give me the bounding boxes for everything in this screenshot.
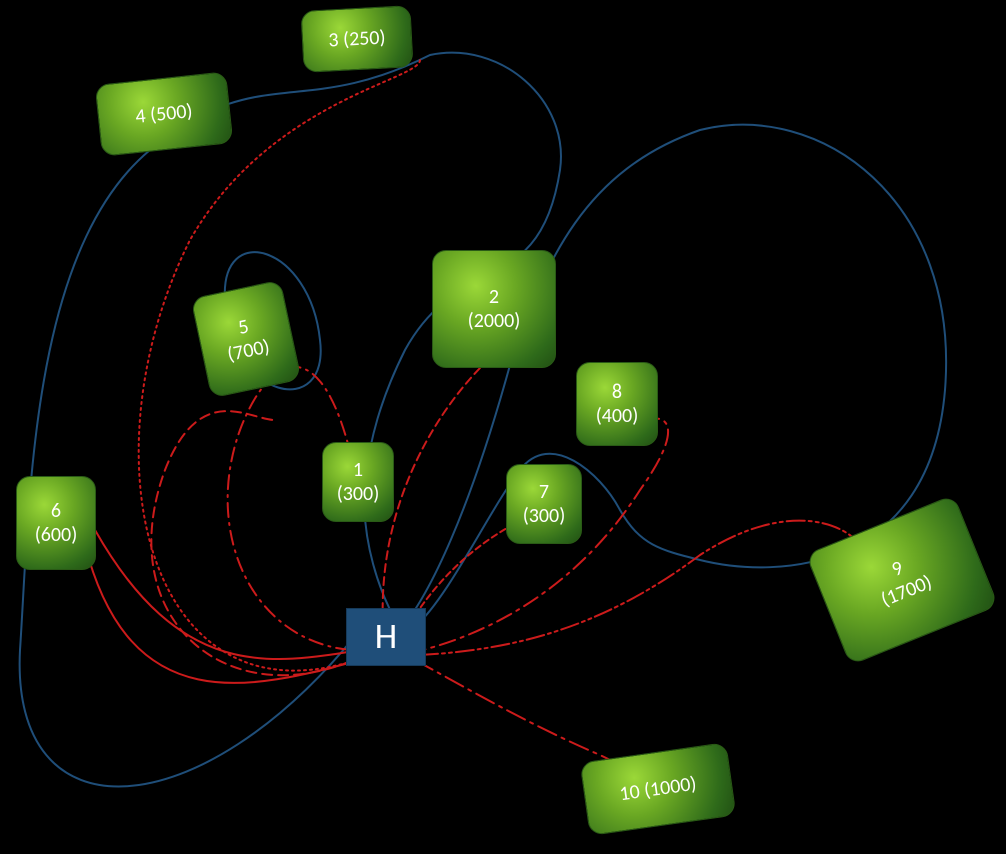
node-n3-label: 3 (250) <box>328 26 386 53</box>
node-n8-label: 8 (400) <box>596 380 639 428</box>
region-outline <box>20 53 561 787</box>
route-line <box>420 521 870 655</box>
node-n5-label: 5 (700) <box>220 311 272 367</box>
node-n1-label: 1 (300) <box>337 458 380 506</box>
node-n7-label: 7 (300) <box>523 480 566 528</box>
node-n4-label: 4 (500) <box>134 99 193 129</box>
node-n3: 3 (250) <box>300 5 413 73</box>
node-n2-label: 2 (2000) <box>468 285 521 333</box>
region-outlines <box>20 53 946 787</box>
node-n5: 5 (700) <box>190 280 301 399</box>
node-n6: 6 (600) <box>16 476 96 570</box>
hub-node: H <box>346 608 426 666</box>
node-n4: 4 (500) <box>95 71 234 156</box>
node-n1: 1 (300) <box>322 442 394 522</box>
node-n9-label: 9 (1700) <box>869 548 936 612</box>
hub-node-label: H <box>375 615 397 658</box>
node-n9: 9 (1700) <box>805 494 998 665</box>
route-line <box>85 530 360 683</box>
node-n10-label: 10 (1000) <box>618 772 698 807</box>
node-n6-label: 6 (600) <box>35 499 78 547</box>
node-n2: 2 (2000) <box>432 250 556 368</box>
node-n10: 10 (1000) <box>580 742 737 836</box>
node-n7: 7 (300) <box>506 464 582 544</box>
node-n8: 8 (400) <box>576 362 658 446</box>
routing-diagram: H 1 (300) 2 (2000) 3 (250) 4 (500) 5 (700) 6 (… <box>0 0 1006 854</box>
route-lines <box>85 60 870 790</box>
